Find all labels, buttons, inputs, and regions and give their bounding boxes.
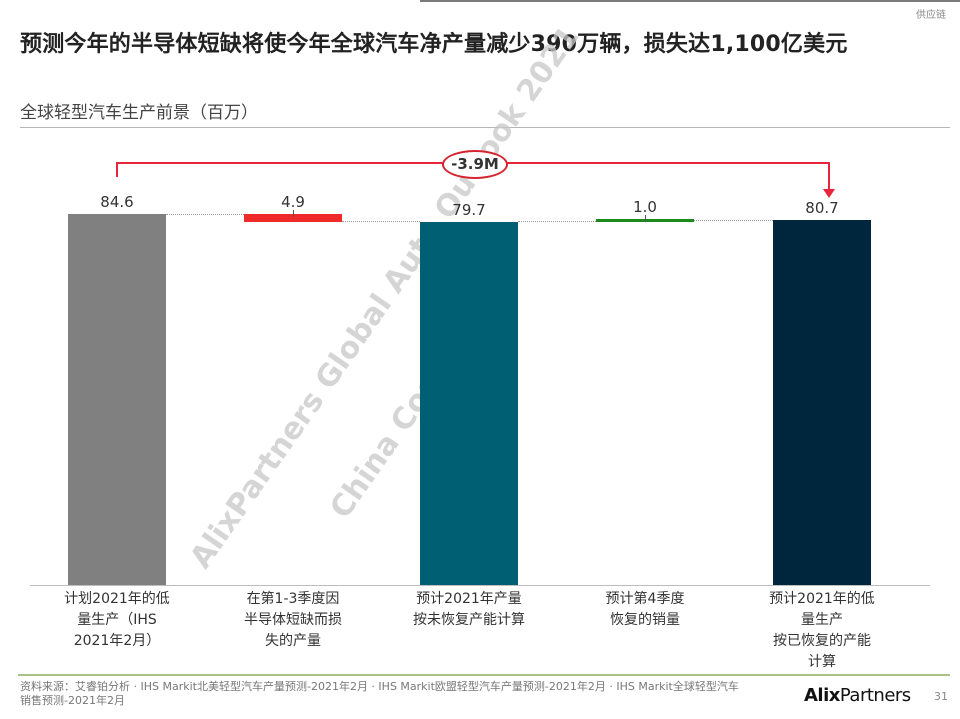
logo-regular: Partners	[839, 685, 911, 706]
alixpartners-logo: AlixPartners	[804, 685, 911, 706]
x-axis	[30, 585, 930, 586]
connector	[694, 220, 773, 221]
bar-unrecovered-2021	[420, 222, 518, 585]
connector	[342, 221, 420, 222]
bracket-left	[116, 162, 118, 177]
page-number: 31	[934, 690, 948, 703]
chart-subtitle: 全球轻型汽车生产前景（百万）	[20, 103, 258, 123]
category-label: 计划2021年的低 量生产（IHS 2021年2月）	[64, 591, 170, 649]
value-label: 79.7	[452, 201, 486, 219]
bar-lost-q1-q3	[244, 214, 342, 222]
category-label: 在第1-3季度因 半导体短缺而损 失的产量	[244, 591, 342, 649]
logo-bold: Alix	[804, 685, 840, 706]
value-label: 1.0	[633, 198, 657, 216]
connector	[166, 214, 244, 215]
label-tick	[645, 215, 646, 222]
category-label: 预计第4季度 恢复的销量	[605, 591, 685, 628]
category-label: 预计2021年的低 量生产 按已恢复的产能 计算	[769, 591, 875, 670]
page-title: 预测今年的半导体短缺将使今年全球汽车净产量减少390万辆，损失达1,100亿美元	[20, 32, 848, 57]
top-accent-bar	[420, 0, 960, 2]
footer-divider	[18, 674, 950, 676]
label-tick	[293, 210, 294, 217]
watermark-line1: AlixPartners Global Auto Outlook 2021	[183, 19, 587, 576]
connector	[518, 221, 596, 222]
bar-recovered-2021	[773, 220, 871, 585]
arrow-down-icon	[823, 189, 835, 198]
value-label: 4.9	[281, 193, 305, 211]
category-label: 预计2021年产量 按未恢复产能计算	[413, 591, 525, 628]
delta-badge: -3.9M	[442, 150, 508, 179]
source-note: 资料来源：艾睿铂分析 · IHS Markit北美轻型汽车产量预测-2021年2…	[20, 680, 739, 707]
bracket-right	[828, 162, 830, 190]
bar-planned-2021	[68, 214, 166, 585]
section-tag: 供应链	[916, 10, 946, 21]
subtitle-divider	[20, 127, 950, 128]
value-label: 84.6	[100, 193, 134, 211]
value-label: 80.7	[805, 199, 839, 217]
